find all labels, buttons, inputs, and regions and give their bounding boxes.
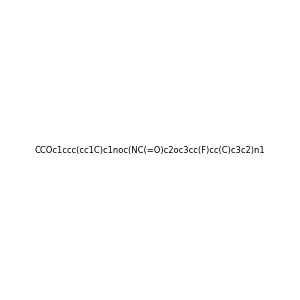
Text: CCOc1ccc(cc1C)c1noc(NC(=O)c2oc3cc(F)cc(C)c3c2)n1: CCOc1ccc(cc1C)c1noc(NC(=O)c2oc3cc(F)cc(C… <box>35 146 265 154</box>
